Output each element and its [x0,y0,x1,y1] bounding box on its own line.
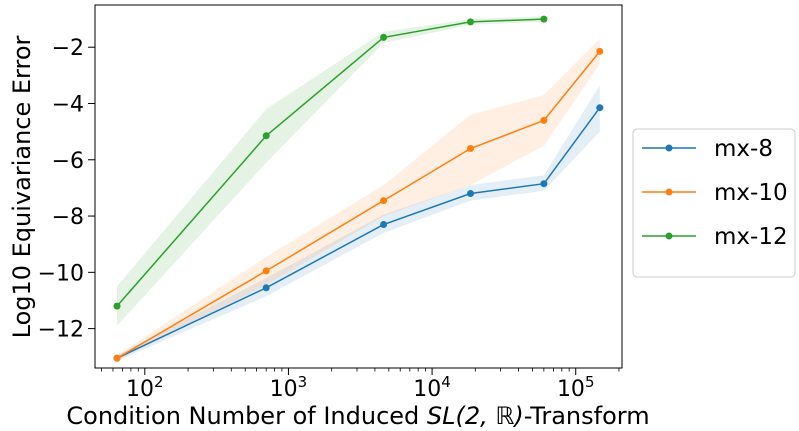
point-mx-12 [540,15,548,23]
y-tick-label: −12 [38,318,84,343]
y-tick-label: −4 [52,92,84,117]
point-mx-12 [467,18,474,26]
point-mx-10 [467,145,474,152]
line-mx-10 [116,50,601,359]
point-mx-8 [540,180,548,188]
point-mx-10 [113,354,121,362]
band-mx-8 [117,85,600,361]
y-tick-label: −6 [52,149,84,174]
point-mx-12 [380,33,388,41]
legend-marker-mx-8 [665,144,673,152]
point-mx-8 [596,104,604,112]
point-mx-10 [596,47,604,55]
point-mx-8 [380,221,388,228]
line-mx-8 [116,107,601,359]
y-tick-label: −2 [52,36,84,61]
legend-label-mx-8: mx-8 [714,136,773,162]
x-axis-label: Condition Number of Induced SL(2, ℝ)-Tra… [66,402,649,430]
legend-label-mx-12: mx-12 [714,224,788,250]
x-tick-label: 103 [270,373,308,402]
band-mx-10 [117,38,600,362]
plot-frame [94,4,623,369]
point-mx-12 [262,132,270,140]
band-mx-12 [117,16,544,326]
legend: mx-8 mx-10 mx-12 [632,128,796,278]
confidence-bands [117,16,600,362]
legend-marker-mx-12 [665,232,673,240]
y-axis-ticks: −12 −10 −8 −6 −4 −2 [38,36,95,343]
x-tick-label: 105 [557,373,595,402]
point-mx-12 [113,302,121,310]
x-tick-label: 102 [126,373,164,402]
y-axis-label: Log10 Equivariance Error [8,35,36,338]
point-mx-8 [467,190,474,197]
legend-box [632,128,796,278]
legend-label-mx-10: mx-10 [714,180,788,206]
point-mx-8 [262,284,270,292]
point-mx-10 [262,267,270,275]
point-mx-10 [380,197,388,205]
y-tick-label: −8 [52,205,84,230]
x-tick-label: 104 [413,373,451,402]
x-axis-ticks: 102 103 104 105 [101,368,620,402]
y-tick-label: −10 [38,261,84,286]
series-markers [113,15,604,362]
point-mx-10 [540,116,548,124]
legend-marker-mx-10 [665,188,673,196]
